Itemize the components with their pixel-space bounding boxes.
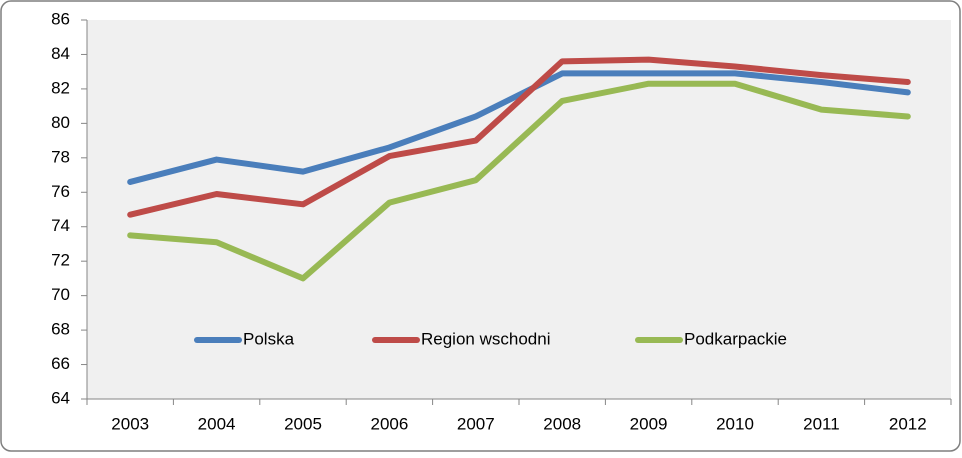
y-tick-label: 74	[51, 216, 70, 235]
x-tick-label: 2009	[630, 414, 668, 433]
legend-label: Podkarpackie	[684, 329, 787, 348]
y-tick-label: 64	[51, 388, 70, 407]
y-tick-label: 70	[51, 285, 70, 304]
x-tick-label: 2006	[370, 414, 408, 433]
x-tick-label: 2012	[889, 414, 927, 433]
x-tick-label: 2003	[111, 414, 149, 433]
legend-label: Region wschodni	[421, 329, 550, 348]
series-line	[127, 56, 911, 218]
x-tick-label: 2010	[716, 414, 754, 433]
y-tick-label: 66	[51, 354, 70, 373]
y-tick-label: 76	[51, 182, 70, 201]
y-tick-label: 72	[51, 251, 70, 270]
y-tick-label: 68	[51, 320, 70, 339]
legend-label: Polska	[243, 329, 295, 348]
x-tick-label: 2005	[284, 414, 322, 433]
y-tick-label: 82	[51, 78, 70, 97]
y-tick-label: 84	[51, 44, 70, 63]
y-tick-label: 80	[51, 113, 70, 132]
x-tick-label: 2011	[803, 414, 840, 433]
y-tick-label: 78	[51, 147, 70, 166]
series-line	[127, 70, 911, 185]
x-tick-label: 2008	[543, 414, 581, 433]
series-line	[127, 80, 911, 282]
x-tick-label: 2007	[457, 414, 495, 433]
x-tick-label: 2004	[198, 414, 236, 433]
y-tick-label: 86	[51, 9, 70, 28]
